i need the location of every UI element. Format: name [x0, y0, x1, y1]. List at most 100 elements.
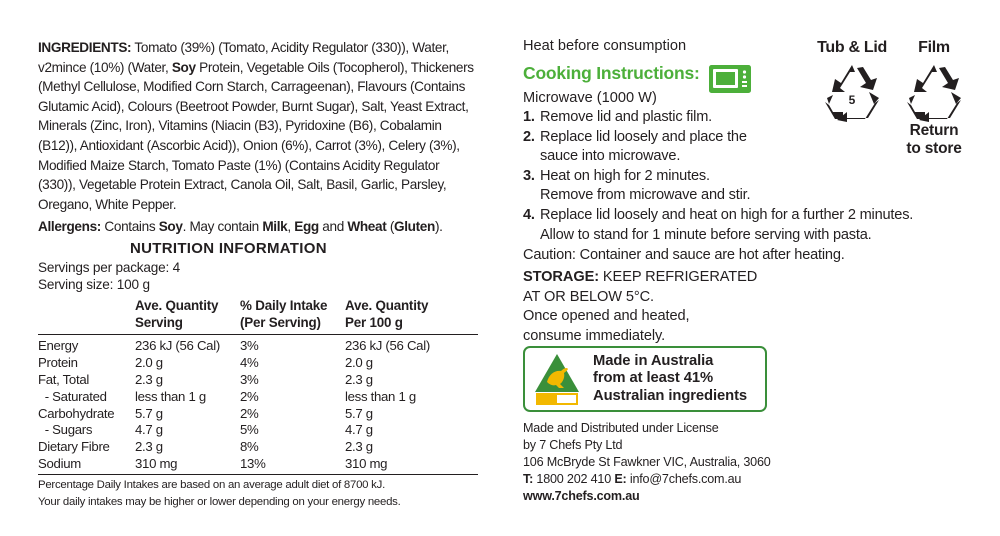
recycle-film-sub: to store	[906, 140, 962, 157]
company-line: Made and Distributed under License	[523, 421, 719, 435]
header-cell: % Daily Intake (Per Serving)	[240, 297, 345, 334]
allergens-text: ,	[287, 219, 295, 235]
daily-intake: 2%	[240, 405, 259, 421]
recycle-icon	[907, 65, 961, 122]
email-address: info@7chefs.com.au	[626, 472, 742, 486]
step-line: Remove from microwave and stir.	[540, 187, 751, 204]
per-serving: 5.7 g	[135, 405, 163, 421]
badge-text: Made in Australia from at least 41% Aust…	[593, 353, 747, 406]
step-text: Remove lid and plastic film.	[540, 108, 973, 128]
nutrient-name: Sodium	[38, 455, 81, 471]
header-line: Serving	[135, 315, 183, 331]
recycle-film-label: Film	[918, 39, 950, 56]
recycle-code: 5	[849, 93, 856, 107]
microwave-icon	[708, 65, 751, 93]
step-number: 4.	[523, 206, 535, 223]
per-100g: 236 kJ (56 Cal)	[345, 338, 430, 354]
allergens-text: and	[318, 219, 348, 235]
table-row: - Sugars 4.7 g 5% 4.7 g	[38, 422, 478, 439]
per-serving: 2.0 g	[135, 355, 163, 371]
step-text: Replace lid loosely and place the sauce i…	[540, 128, 973, 167]
ingredients-text-2: Protein, Vegetable Oils (Tocopherol), Th…	[38, 59, 474, 212]
step-line: Replace lid loosely and heat on high for…	[540, 206, 914, 223]
phone-number: 1800 202 410	[533, 472, 615, 486]
daily-intake: 4%	[240, 355, 259, 371]
email-label: E:	[614, 472, 627, 486]
company-contact: T: 1800 202 410 E: info@7chefs.com.au	[523, 471, 771, 488]
daily-intake: 2%	[240, 388, 259, 404]
per-100g: 2.3 g	[345, 371, 373, 387]
step-number: 1.	[523, 109, 535, 125]
company-line: by 7 Chefs Pty Ltd	[523, 438, 623, 452]
allergens-label: Allergens:	[38, 219, 101, 235]
storage-text: KEEP REFRIGERATED	[598, 269, 758, 286]
step-line: sauce into microwave.	[540, 148, 681, 165]
footnote-line: Your daily intakes may be higher or lowe…	[38, 495, 401, 508]
ingredients-paragraph: INGREDIENTS: Tomato (39%) (Tomato, Acidi…	[38, 38, 478, 214]
caution-text: Caution: Container and sauce are hot aft…	[523, 247, 845, 264]
daily-intake: 5%	[240, 422, 259, 438]
per-serving: 310 mg	[135, 455, 178, 471]
step-number: 2.	[523, 128, 535, 145]
table-row: Protein 2.0 g 4% 2.0 g	[38, 355, 478, 372]
nutrition-title: NUTRITION INFORMATION	[130, 240, 327, 258]
storage-line: AT OR BELOW 5°C.	[523, 288, 655, 305]
allergens-text: (	[386, 219, 395, 235]
recycle-icon: 5	[825, 65, 879, 122]
header-line: Ave. Quantity	[345, 298, 429, 314]
recycle-tub-lid: Tub & Lid 5	[812, 38, 892, 122]
per-serving: 4.7 g	[135, 422, 163, 438]
header-line: (Per Serving)	[240, 315, 321, 331]
nutrition-table-body: Energy 236 kJ (56 Cal) 3% 236 kJ (56 Cal) P…	[38, 335, 478, 475]
per-serving: 236 kJ (56 Cal)	[135, 338, 220, 354]
recycle-film: Film Return to store	[893, 38, 975, 158]
header-cell: Ave. Quantity Per 100 g	[345, 297, 475, 334]
table-row: Dietary Fibre 2.3 g 8% 2.3 g	[38, 439, 478, 456]
ingredients-soy: Soy	[171, 59, 196, 75]
daily-intake: 8%	[240, 439, 259, 455]
phone-label: T:	[523, 472, 534, 486]
badge-line: Australian ingredients	[593, 387, 748, 404]
header-line: Ave. Quantity	[135, 298, 219, 314]
step-line: Replace lid loosely and place the	[540, 128, 747, 145]
header-line: Per 100 g	[345, 315, 403, 331]
cooking-header: Cooking Instructions:	[523, 58, 973, 93]
allergens-line: Allergens: Contains Soy. May contain Mil…	[38, 217, 478, 237]
servings-per-package: Servings per package: 4	[38, 260, 180, 276]
table-row: Sodium 310 mg 13% 310 mg	[38, 456, 478, 473]
allergen-gluten: Gluten	[394, 219, 435, 235]
per-100g: 2.0 g	[345, 355, 373, 371]
website-link[interactable]: www.7chefs.com.au	[523, 489, 640, 503]
storage-line: Once opened and heated,	[523, 308, 690, 325]
cooking-step: 2. Replace lid loosely and place the sauce…	[523, 128, 973, 167]
recycle-film-sub: Return	[909, 122, 959, 139]
instructions-column: Heat before consumption Cooking Instruct…	[523, 36, 973, 347]
nutrient-name: Energy	[38, 338, 78, 354]
table-row: Fat, Total 2.3 g 3% 2.3 g	[38, 372, 478, 389]
step-line: Allow to stand for 1 minute before servi…	[540, 226, 872, 243]
step-text: Heat on high for 2 minutes. Remove from m…	[540, 167, 973, 206]
daily-intake: 3%	[240, 371, 259, 387]
storage-block: STORAGE: KEEP REFRIGERATED AT OR BELOW 5…	[523, 268, 973, 346]
step-line: Remove lid and plastic film.	[540, 109, 713, 125]
recycle-tub-label: Tub & Lid	[817, 39, 887, 56]
storage-label: STORAGE:	[523, 269, 599, 286]
per-100g: 4.7 g	[345, 422, 373, 438]
per-serving: 2.3 g	[135, 439, 163, 455]
nutrient-name: Dietary Fibre	[38, 439, 110, 455]
header-cell	[38, 297, 135, 334]
ingredients-text-1: Tomato (39%) (Tomato, Acidity Regulator …	[38, 40, 449, 75]
cooking-step: 1. Remove lid and plastic film.	[523, 108, 973, 128]
header-line: % Daily Intake	[240, 298, 328, 314]
storage-line: consume immediately.	[523, 327, 666, 344]
table-row: - Saturated less than 1 g 2% less than 1 g	[38, 389, 478, 406]
badge-line: from at least 41%	[593, 370, 714, 387]
nutrient-name: - Sugars	[38, 422, 93, 438]
microwave-power: Microwave (1000 W)	[523, 90, 657, 106]
made-in-australia-badge: Made in Australia from at least 41% Aust…	[523, 346, 767, 412]
badge-line: Made in Australia	[593, 352, 714, 369]
step-number: 3.	[523, 167, 535, 184]
company-info: Made and Distributed under License by 7 …	[523, 420, 771, 505]
per-serving: less than 1 g	[135, 388, 206, 404]
cooking-step: 4. Replace lid loosely and heat on high f…	[523, 206, 973, 245]
